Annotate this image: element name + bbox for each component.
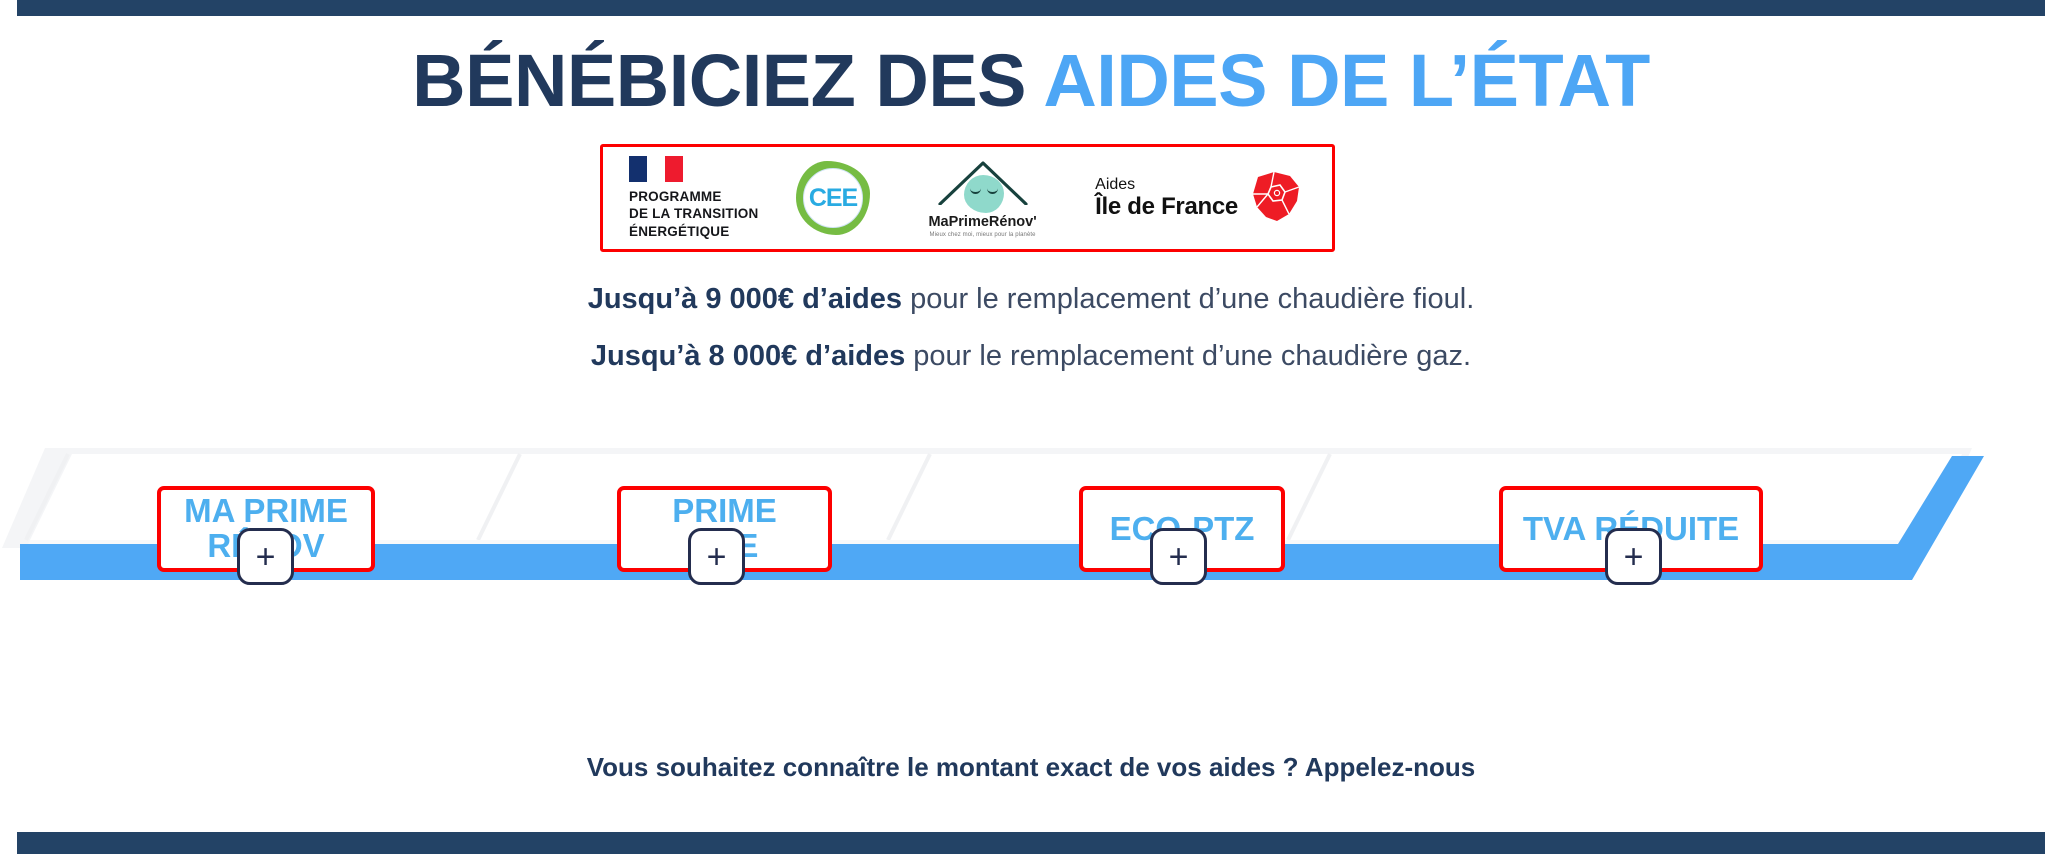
aids-strip: MA PRIME RÉNOV PRIME CEE ECO-PTZ TVA RÉD… <box>0 440 2062 660</box>
plus-icon-0: + <box>255 537 276 576</box>
aid-amount-gaz: Jusqu’à 8 000€ d’aides <box>590 340 906 372</box>
ile-de-france-map-icon <box>1252 171 1300 221</box>
logo-programme-line1: PROGRAMME <box>629 189 722 205</box>
logo-programme-line3: ÉNERGÉTIQUE <box>629 223 730 239</box>
page-title-light: AIDES DE L’ÉTAT <box>1043 39 1650 122</box>
aid-text-fioul: pour le remplacement d’une chaudière fio… <box>902 283 1475 315</box>
logo-cee: CEE <box>796 161 871 235</box>
expand-button-prime-cee[interactable]: + <box>688 528 745 585</box>
logo-programme-transition-energetique: PROGRAMME DE LA TRANSITION ÉNERGÉTIQUE <box>629 156 758 240</box>
logo-idf-line2: Île de France <box>1095 192 1238 220</box>
logo-cee-text: CEE <box>808 183 858 212</box>
expand-button-eco-ptz[interactable]: + <box>1150 528 1207 585</box>
logo-maprimerenov-tagline: Mieux chez moi, mieux pour la planète <box>929 231 1036 238</box>
contact-prompt: Vous souhaitez connaître le montant exac… <box>586 752 1476 782</box>
top-navy-bar <box>17 0 2045 16</box>
strip-background <box>2 448 1984 580</box>
partner-logo-band: PROGRAMME DE LA TRANSITION ÉNERGÉTIQUE C… <box>600 144 1335 252</box>
logo-aides-ile-de-france: Aides Île de France <box>1095 167 1306 229</box>
plus-icon-1: + <box>706 537 727 576</box>
house-roof-icon <box>937 159 1029 213</box>
page-title: BÉNÉBICIEZ DES AIDES DE L’ÉTAT <box>0 44 2062 118</box>
expand-button-tva-reduite[interactable]: + <box>1605 528 1662 585</box>
french-flag-icon <box>629 156 683 183</box>
page-title-dark: BÉNÉBICIEZ DES <box>412 39 1044 122</box>
logo-maprimerenov: MaPrimeRénov' Mieux chez moi, mieux pour… <box>908 159 1058 238</box>
logo-maprimerenov-text: MaPrimeRénov' <box>928 213 1037 230</box>
plus-icon-3: + <box>1623 537 1644 576</box>
logo-idf-line1: Aides <box>1095 176 1136 193</box>
plus-icon-2: + <box>1168 537 1189 576</box>
badge-label-line1-1: PRIME <box>672 492 777 530</box>
logo-programme-line2: DE LA TRANSITION <box>629 206 759 222</box>
aid-text-gaz: pour le remplacement d’une chaudière gaz… <box>905 340 1472 372</box>
expand-button-ma-prime-renov[interactable]: + <box>237 528 294 585</box>
aid-amount-line-fioul: Jusqu’à 9 000€ d’aides pour le remplacem… <box>0 283 2062 316</box>
aid-amount-line-gaz: Jusqu’à 8 000€ d’aides pour le remplacem… <box>0 340 2062 373</box>
smiley-face-icon <box>963 174 1004 213</box>
badge-label-line1-0: MA PRIME <box>184 492 348 530</box>
bottom-navy-bar <box>17 832 2045 854</box>
aid-amount-fioul: Jusqu’à 9 000€ d’aides <box>587 283 903 315</box>
